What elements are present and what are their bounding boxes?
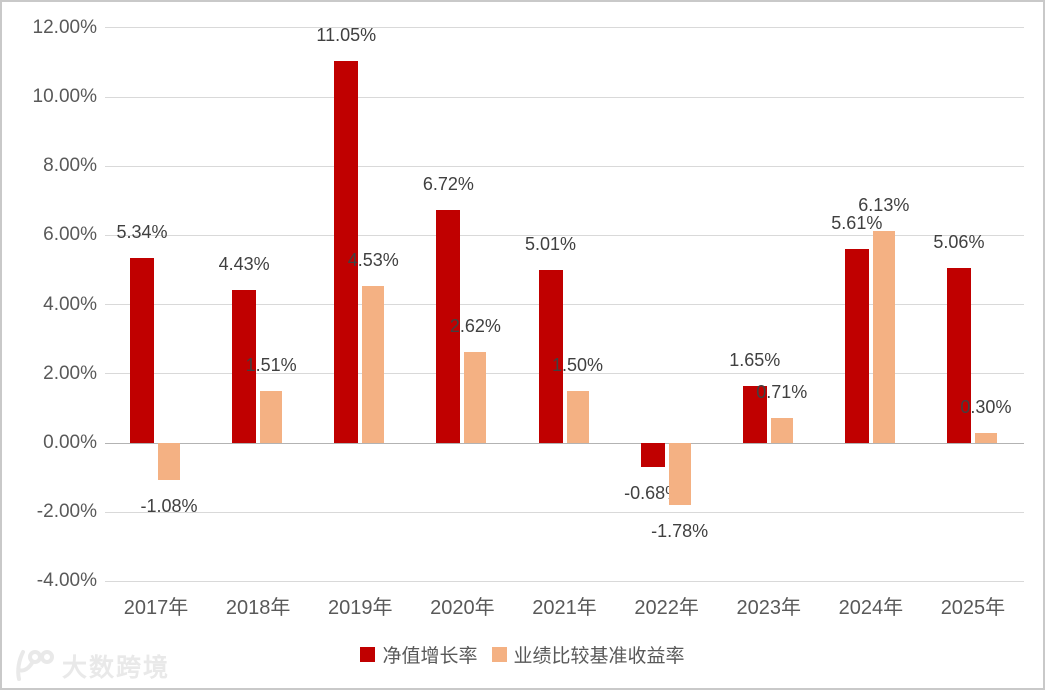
legend-label-net-growth: 净值增长率 bbox=[382, 646, 478, 667]
y-tick-label: 2.00% bbox=[43, 362, 97, 384]
bar-net-growth-2020 bbox=[436, 210, 461, 443]
x-tick-label-2024: 2024年 bbox=[838, 597, 904, 619]
x-tick-label-2017: 2017年 bbox=[123, 597, 189, 619]
y-tick-label: -2.00% bbox=[36, 501, 97, 523]
bar-net-growth-2023 bbox=[742, 385, 767, 443]
data-label-benchmark-2018: 1.51% bbox=[245, 354, 297, 375]
bar-benchmark-2019 bbox=[362, 286, 385, 443]
data-label-net-growth-2019: 11.05% bbox=[316, 24, 377, 45]
data-label-benchmark-2021: 1.50% bbox=[551, 355, 604, 376]
data-label-benchmark-2023: 0.71% bbox=[756, 382, 808, 403]
y-tick-label: 12.00% bbox=[32, 16, 97, 38]
gridline bbox=[105, 373, 1024, 375]
data-label-net-growth-2022: -0.68% bbox=[624, 482, 682, 503]
bar-benchmark-2021 bbox=[566, 391, 589, 443]
y-tick-label: 0.00% bbox=[43, 432, 97, 453]
y-tick-label: 6.00% bbox=[43, 224, 97, 246]
gridline bbox=[105, 580, 1024, 582]
y-tick-label: -4.00% bbox=[36, 570, 97, 592]
legend-item-benchmark: 业绩比较基准收益率 bbox=[491, 641, 685, 668]
x-tick-label-2025: 2025年 bbox=[940, 597, 1006, 619]
bar-net-growth-2021 bbox=[538, 269, 563, 443]
data-label-net-growth-2025: 5.06% bbox=[933, 231, 985, 252]
y-tick-label: 10.00% bbox=[32, 86, 97, 107]
bar-net-growth-2019 bbox=[334, 60, 359, 443]
bar-net-growth-2017 bbox=[130, 258, 155, 443]
gridline bbox=[105, 304, 1024, 306]
x-tick-label-2018: 2018年 bbox=[225, 597, 291, 619]
data-label-net-growth-2021: 5.01% bbox=[524, 233, 577, 254]
x-axis-line bbox=[105, 442, 1024, 444]
bar-benchmark-2022 bbox=[668, 443, 691, 505]
data-label-benchmark-2025: 0.30% bbox=[960, 396, 1012, 417]
x-tick-label-2022: 2022年 bbox=[634, 597, 699, 619]
bar-net-growth-2022 bbox=[640, 443, 665, 467]
data-label-net-growth-2017: 5.34% bbox=[116, 222, 168, 243]
data-label-benchmark-2020: 2.62% bbox=[449, 316, 501, 337]
legend-item-net-growth: 净值增长率 bbox=[360, 641, 478, 668]
gridline bbox=[105, 511, 1024, 513]
x-tick-label-2023: 2023年 bbox=[736, 597, 801, 619]
bar-benchmark-2023 bbox=[770, 418, 793, 443]
data-label-net-growth-2024: 5.61% bbox=[831, 212, 883, 233]
data-label-net-growth-2020: 6.72% bbox=[422, 174, 474, 195]
bar-benchmark-2024 bbox=[872, 230, 895, 443]
data-label-benchmark-2022: -1.78% bbox=[651, 520, 709, 541]
gridline bbox=[105, 96, 1024, 98]
watermark: 大数跨境 bbox=[10, 648, 170, 684]
gridline bbox=[105, 165, 1024, 167]
legend-label-benchmark: 业绩比较基准收益率 bbox=[513, 646, 685, 667]
bar-benchmark-2017 bbox=[158, 443, 181, 481]
data-label-benchmark-2024: 6.13% bbox=[858, 194, 910, 215]
data-label-benchmark-2017: -1.08% bbox=[140, 496, 198, 517]
watermark-text: 大数跨境 bbox=[62, 654, 171, 682]
x-tick-label-2020: 2020年 bbox=[430, 597, 495, 619]
legend: 净值增长率 业绩比较基准收益率 bbox=[2, 641, 1043, 668]
gridline bbox=[105, 234, 1024, 236]
x-tick-label-2019: 2019年 bbox=[328, 597, 393, 619]
bar-net-growth-2018 bbox=[232, 289, 257, 443]
data-label-net-growth-2018: 4.43% bbox=[218, 253, 270, 274]
dashu-logo-icon bbox=[16, 650, 54, 681]
bar-benchmark-2020 bbox=[464, 352, 487, 443]
bar-benchmark-2018 bbox=[260, 390, 283, 443]
data-label-benchmark-2019: 4.53% bbox=[347, 250, 399, 271]
gridline bbox=[105, 27, 1024, 29]
legend-swatch-benchmark bbox=[491, 647, 507, 662]
bar-benchmark-2025 bbox=[974, 432, 997, 443]
y-tick-label: 8.00% bbox=[43, 155, 97, 177]
x-tick-label-2021: 2021年 bbox=[532, 597, 597, 619]
bar-net-growth-2024 bbox=[844, 248, 869, 443]
bar-net-growth-2025 bbox=[946, 267, 971, 443]
y-tick-label: 4.00% bbox=[43, 293, 97, 315]
legend-swatch-net-growth bbox=[360, 647, 376, 662]
data-label-net-growth-2023: 1.65% bbox=[729, 349, 781, 370]
